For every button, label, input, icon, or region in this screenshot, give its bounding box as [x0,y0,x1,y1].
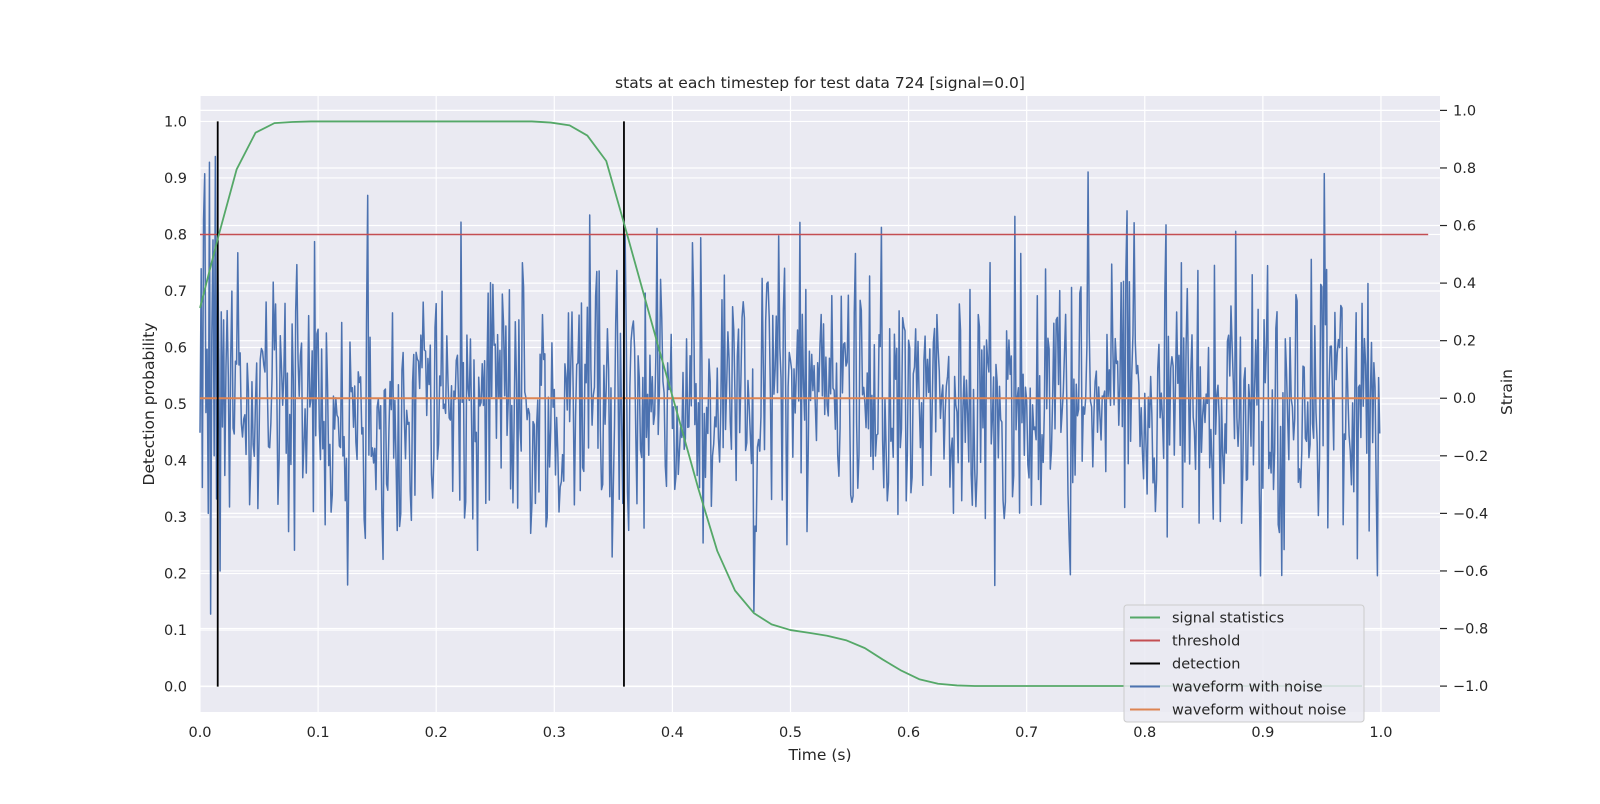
y-tick-label-right: −1.0 [1453,679,1488,695]
x-tick-label: 0.8 [1133,725,1156,741]
y-tick-label-left: 0.1 [164,623,187,639]
y-tick-label-left: 0.6 [164,340,187,356]
y-tick-label-right: 0.2 [1453,334,1476,350]
x-axis-label: Time (s) [787,746,851,764]
chart-title: stats at each timestep for test data 724… [615,74,1025,92]
x-tick-label: 0.2 [425,725,448,741]
x-tick-label: 0.3 [543,725,566,741]
y-tick-label-left: 0.9 [164,171,187,187]
x-tick-label: 0.9 [1251,725,1274,741]
legend-label-detection: detection [1172,657,1240,673]
y-tick-label-left: 0.8 [164,227,187,243]
x-tick-label: 0.6 [897,725,920,741]
x-tick-label: 0.4 [661,725,684,741]
y-tick-label-right: 0.0 [1453,391,1476,407]
y-tick-label-right: −0.6 [1453,564,1488,580]
legend-label-noise: waveform with noise [1172,680,1323,696]
y-tick-label-left: 0.4 [164,454,187,470]
x-tick-label: 0.7 [1015,725,1038,741]
signal-statistics-line [199,120,1363,687]
y-tick-label-right: −0.2 [1453,449,1488,465]
series-layer [199,120,1429,687]
legend-label-signal: signal statistics [1172,611,1284,627]
y-tick-label-right: 0.4 [1453,276,1476,292]
axes-layer: 0.0 0.1 0.2 0.3 0.4 0.5 0.6 0.7 0.8 0.9 1.0 0.0 0.1 0… [164,103,1488,741]
x-tick-label: 1.0 [1369,725,1392,741]
y-axis-label-right: Strain [1498,369,1516,415]
legend-box [1123,604,1365,723]
y-tick-label-right: −0.8 [1453,622,1488,638]
legend-label-threshold: threshold [1172,634,1240,650]
y-tick-label-right: 0.6 [1453,219,1476,235]
legend: signal statistics threshold detection wa… [1123,604,1365,723]
noise-waveform-line [199,155,1381,615]
y-tick-label-left: 0.7 [164,284,187,300]
x-tick-label: 0.1 [307,725,330,741]
y-tick-label-left: 0.5 [164,397,187,413]
y-tick-label-left: 0.2 [164,567,187,583]
y-tick-label-left: 0.3 [164,510,187,526]
y-tick-label-left: 1.0 [164,114,187,130]
y-tick-label-right: 0.8 [1453,161,1476,177]
legend-label-clean: waveform without noise [1172,703,1346,719]
y-axis-label-left: Detection probability [140,323,158,486]
x-tick-label: 0.5 [779,725,802,741]
y-tick-label-right: −0.4 [1453,506,1488,522]
x-tick-label: 0.0 [188,725,211,741]
y-tick-label-right: 1.0 [1453,103,1476,119]
y-tick-label-left: 0.0 [164,680,187,696]
